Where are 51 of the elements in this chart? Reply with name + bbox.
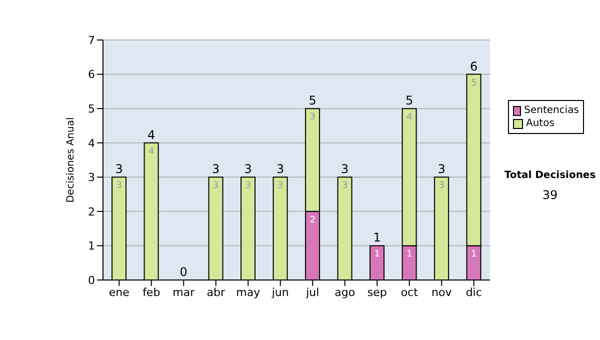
data-label: 3 [310,112,316,123]
total-label: 6 [470,59,478,74]
y-tick-label: 7 [88,34,95,47]
data-label: 1 [374,250,380,260]
data-label: 4 [406,112,413,123]
data-label: 5 [471,78,477,88]
x-tick-label: sep [367,286,387,299]
total-label: 5 [406,94,414,108]
total-label: 3 [115,162,123,176]
data-label: 3 [116,181,122,192]
data-label: 3 [245,181,251,192]
legend-label: Sentencias [523,104,579,117]
y-tick-label: 3 [88,171,95,184]
y-tick-label: 6 [88,68,95,82]
data-label: 3 [213,181,219,192]
total-label: 3 [438,162,446,176]
data-label: 1 [471,250,477,260]
x-tick-label: nov [432,286,452,299]
x-tick-label: jul [305,286,320,299]
x-tick-label: ene [108,286,130,299]
y-tick-label: 5 [88,102,95,116]
total-label: 3 [276,162,284,176]
y-axis-title: Decisiones Anual [66,117,77,203]
total-label: 1 [373,230,381,245]
data-label: 3 [438,181,444,192]
total-label: 3 [244,162,252,176]
total-label: 5 [308,94,316,108]
x-tick-label: feb [142,286,160,299]
y-tick-label: 2 [88,205,95,218]
data-label: 1 [406,250,412,260]
x-tick-label: mar [172,286,196,299]
x-tick-label: oct [400,286,419,299]
x-tick-label: may [236,286,261,299]
total-label: 4 [148,128,156,142]
y-tick-label: 0 [88,274,95,287]
total-label: 3 [212,162,220,176]
data-label: 2 [310,215,316,226]
legend-label: Autos [525,117,556,130]
data-label: 4 [148,146,155,157]
text: 39 [541,188,559,202]
text: Total Decisiones [503,170,597,181]
y-tick-label: 4 [88,136,95,150]
x-tick-label: ago [334,286,356,299]
data-label: 3 [342,181,348,192]
x-tick-label: jun [270,286,289,299]
y-tick-label: 1 [88,240,95,253]
total-label: 0 [180,265,188,279]
total-label: 3 [341,162,349,176]
x-tick-label: abr [206,286,226,299]
x-tick-label: dic [466,286,482,299]
data-label: 3 [278,181,284,192]
